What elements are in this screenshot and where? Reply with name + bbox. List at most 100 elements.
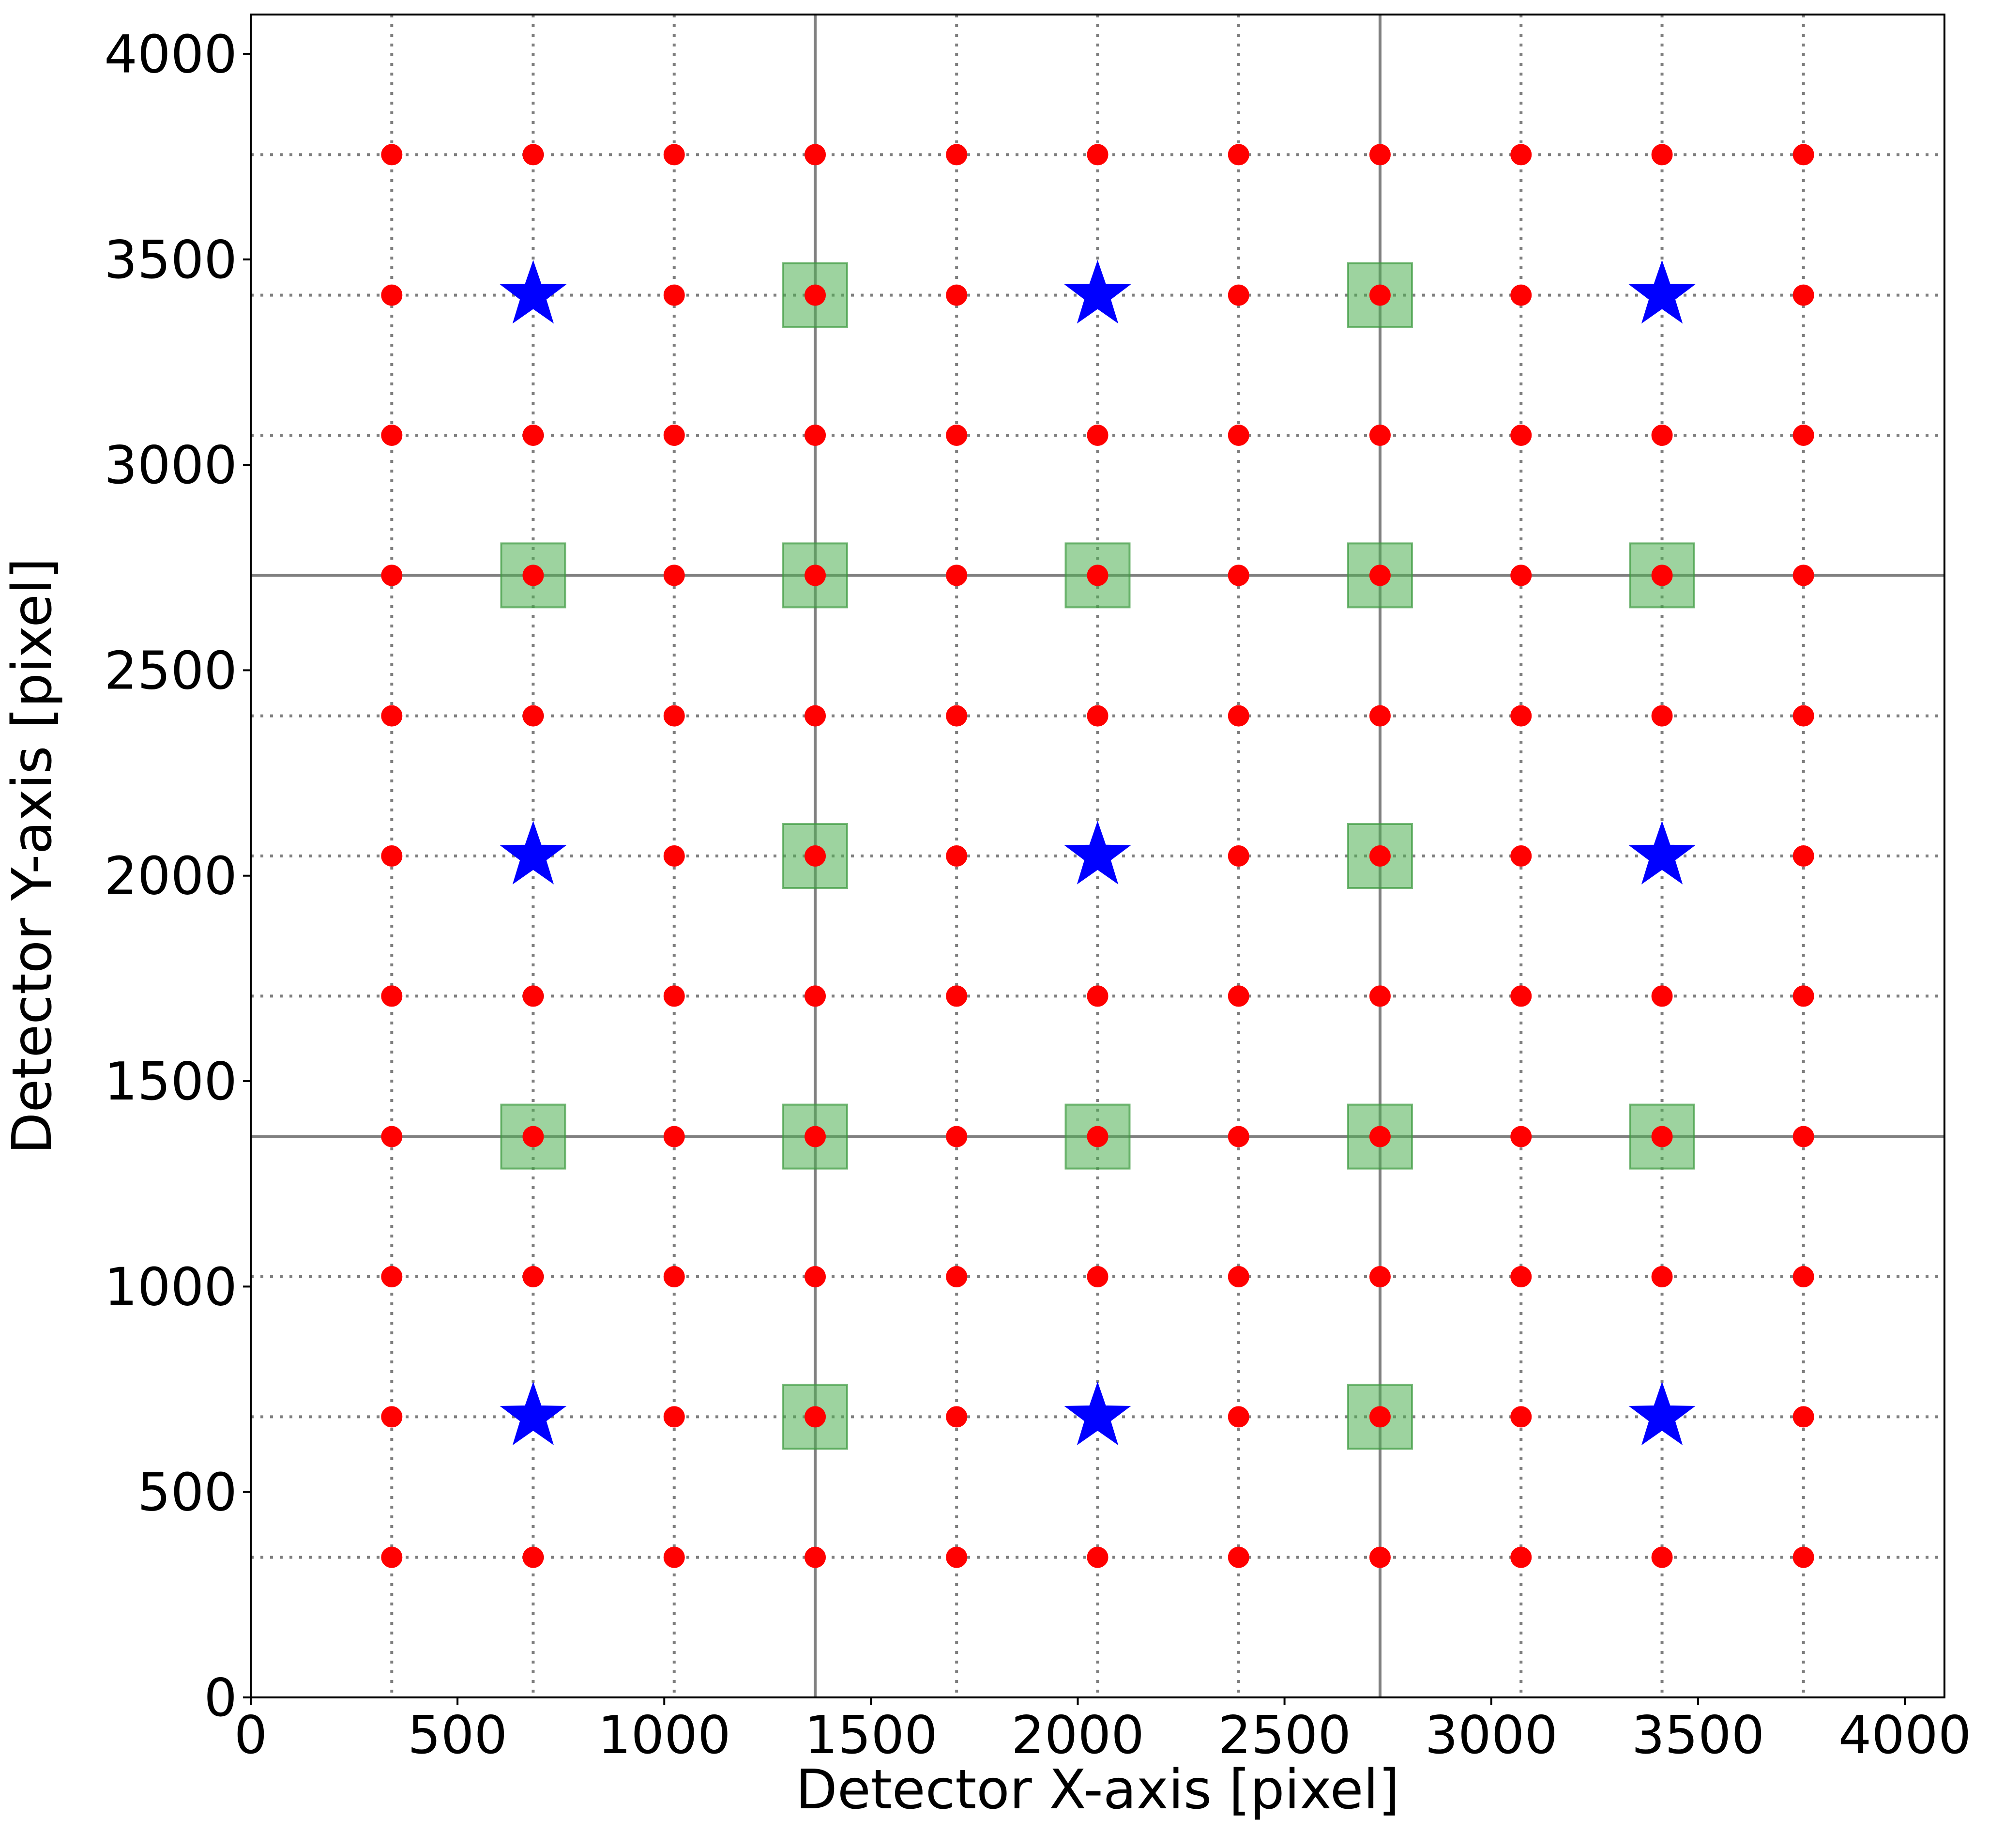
circle-marker <box>522 425 544 446</box>
star-marker <box>1064 260 1131 324</box>
y-tick-label: 4000 <box>104 24 237 85</box>
circle-marker <box>1651 425 1673 446</box>
circle-marker <box>1792 144 1814 166</box>
star-marker <box>1628 1381 1696 1446</box>
x-tick-label: 0 <box>234 1705 268 1766</box>
circle-marker <box>1369 284 1391 306</box>
circle-marker <box>1369 1406 1391 1428</box>
y-axis-title: Detector Y-axis [pixel] <box>1 558 64 1154</box>
circle-marker <box>381 845 403 867</box>
circle-marker <box>663 144 685 166</box>
circle-marker <box>1651 985 1673 1007</box>
circle-marker <box>381 1546 403 1568</box>
circle-marker <box>946 1546 968 1568</box>
circle-marker <box>805 565 826 586</box>
circle-marker <box>805 1266 826 1287</box>
star-marker-layer <box>500 260 1696 1446</box>
circle-marker <box>1087 1546 1108 1568</box>
y-tick-label: 500 <box>137 1463 237 1523</box>
circle-marker <box>1228 985 1249 1007</box>
y-tick-label: 1000 <box>104 1257 237 1317</box>
circle-marker <box>381 1406 403 1428</box>
circle-marker <box>663 845 685 867</box>
circle-marker <box>1792 284 1814 306</box>
circle-marker <box>1510 705 1532 727</box>
circle-marker <box>1510 845 1532 867</box>
circle-marker <box>1510 144 1532 166</box>
circle-marker <box>805 1406 826 1428</box>
circle-marker <box>1651 144 1673 166</box>
x-axis-title: Detector X-axis [pixel] <box>796 1758 1400 1821</box>
circle-marker <box>663 705 685 727</box>
circle-marker <box>1369 144 1391 166</box>
circle-marker <box>663 1406 685 1428</box>
x-tick-label: 1500 <box>805 1705 938 1766</box>
plot-frame <box>250 14 1945 1698</box>
x-tick-label: 2000 <box>1011 1705 1144 1766</box>
y-tick-label: 3500 <box>104 230 237 290</box>
circle-marker <box>1228 284 1249 306</box>
star-marker <box>1064 1381 1131 1446</box>
x-tick-label: 1000 <box>598 1705 731 1766</box>
circle-marker <box>946 565 968 586</box>
circle-marker <box>663 1546 685 1568</box>
circle-marker <box>381 425 403 446</box>
circle-marker <box>1228 845 1249 867</box>
star-marker <box>1064 821 1131 885</box>
circle-marker <box>1369 1266 1391 1287</box>
circle-marker <box>1228 1126 1249 1147</box>
circle-marker <box>1510 1126 1532 1147</box>
circle-marker <box>1792 1266 1814 1287</box>
circle-marker <box>1510 284 1532 306</box>
axis-layer: 0 500 1000 1500 2000 2500 3000 3500 4000 0 500 1000… <box>104 14 1972 1766</box>
circle-marker <box>1228 1546 1249 1568</box>
y-tick-label: 0 <box>204 1668 237 1728</box>
circle-marker <box>1792 1546 1814 1568</box>
circle-marker <box>1510 1546 1532 1568</box>
circle-marker <box>381 565 403 586</box>
circle-marker <box>946 1406 968 1428</box>
circle-marker <box>805 985 826 1007</box>
circle-marker <box>522 705 544 727</box>
circle-marker <box>1369 845 1391 867</box>
star-marker <box>500 821 567 885</box>
circle-marker <box>1087 1266 1108 1287</box>
circle-marker <box>805 705 826 727</box>
circle-marker <box>946 144 968 166</box>
circle-marker <box>1792 1126 1814 1147</box>
circle-marker <box>663 1126 685 1147</box>
circle-marker <box>381 284 403 306</box>
circle-marker <box>1651 1546 1673 1568</box>
circle-marker <box>1651 1266 1673 1287</box>
circle-marker <box>1369 1126 1391 1147</box>
circle-marker <box>1087 985 1108 1007</box>
circle-marker <box>1369 705 1391 727</box>
y-tick-label: 2000 <box>104 846 237 907</box>
circle-marker <box>381 1126 403 1147</box>
circle-marker <box>1369 425 1391 446</box>
circle-marker <box>1087 565 1108 586</box>
circle-marker <box>522 565 544 586</box>
circle-marker <box>946 1126 968 1147</box>
circle-marker <box>1792 1406 1814 1428</box>
circle-marker <box>1228 705 1249 727</box>
circle-marker <box>381 1266 403 1287</box>
circle-marker <box>1792 845 1814 867</box>
circle-marker <box>381 985 403 1007</box>
circle-marker <box>805 1126 826 1147</box>
circle-marker <box>1510 1406 1532 1428</box>
circle-marker <box>1228 1266 1249 1287</box>
circle-marker <box>663 1266 685 1287</box>
circle-marker <box>1510 425 1532 446</box>
circle-marker <box>805 1546 826 1568</box>
circle-marker <box>1792 705 1814 727</box>
circle-marker <box>805 144 826 166</box>
circle-marker <box>1228 144 1249 166</box>
circle-marker <box>1510 1266 1532 1287</box>
circle-marker <box>946 425 968 446</box>
circle-marker <box>1651 705 1673 727</box>
x-tick-label: 4000 <box>1838 1705 1972 1766</box>
circle-marker <box>522 144 544 166</box>
